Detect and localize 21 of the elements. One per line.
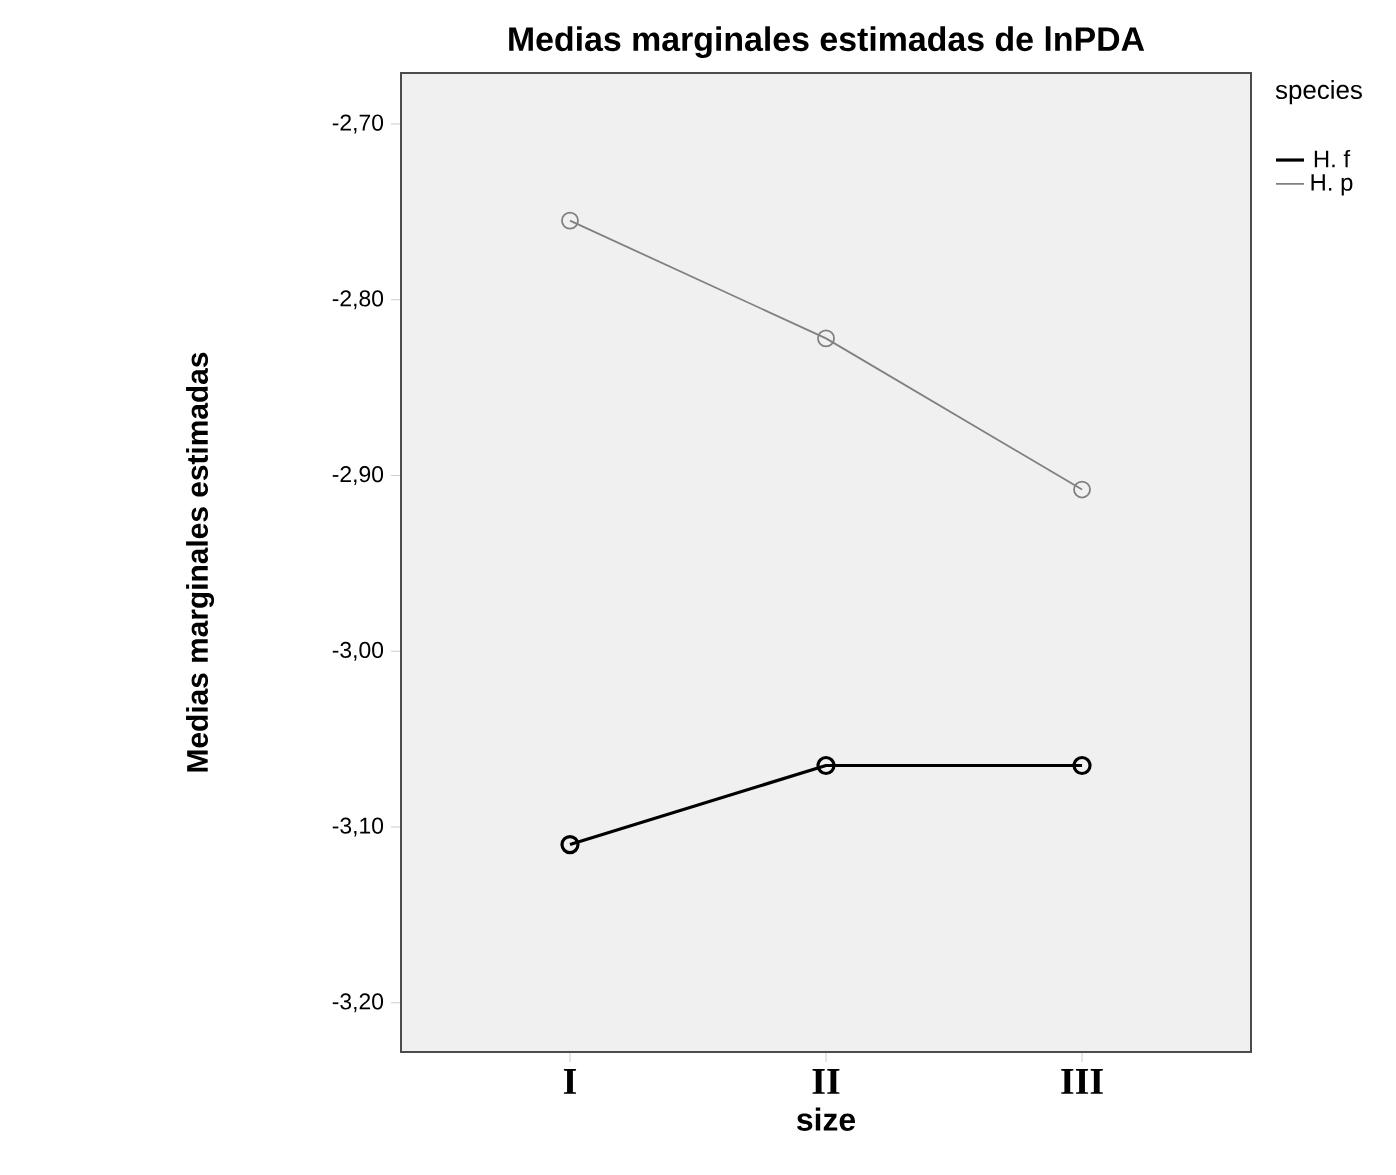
- legend-label: H. f: [1314, 149, 1351, 168]
- y-tick-label: -3,00: [332, 641, 384, 661]
- point: [561, 211, 579, 230]
- x-axis-title: size: [797, 1107, 856, 1131]
- legend-title: species: [1275, 80, 1362, 105]
- x-tick-label: I: [563, 1069, 577, 1094]
- point: [816, 755, 836, 776]
- y-tick-label: -2,90: [332, 466, 384, 485]
- x-tick-label: II: [812, 1069, 840, 1094]
- y-tick-label: -3,20: [332, 993, 384, 1013]
- point: [817, 329, 835, 348]
- point: [560, 834, 580, 855]
- y-tick-label: -3,10: [332, 817, 384, 837]
- y-tick-label: -2,70: [332, 114, 384, 134]
- chart-title: Medias marginales estimadas de lnPDA: [509, 26, 1145, 58]
- point: [1073, 480, 1091, 499]
- y-axis-title: Medias marginales estimadas: [186, 352, 215, 772]
- legend-label: H. p: [1311, 174, 1353, 196]
- point: [1072, 755, 1092, 776]
- y-tick-label: -2,80: [332, 290, 384, 310]
- x-tick-label: III: [1061, 1069, 1103, 1094]
